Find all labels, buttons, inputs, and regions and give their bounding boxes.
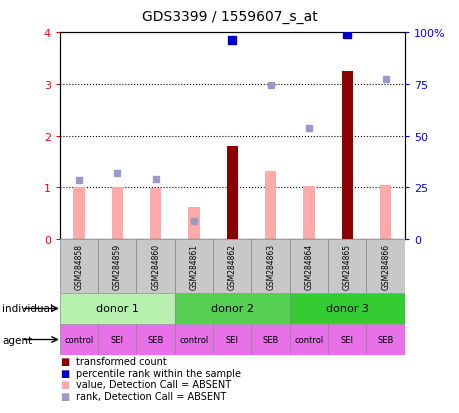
Bar [136,324,174,355]
Text: individual: individual [2,304,53,314]
Text: agent: agent [2,335,32,345]
Text: control: control [294,335,323,344]
Text: rank, Detection Call = ABSENT: rank, Detection Call = ABSENT [76,391,226,401]
Text: percentile rank within the sample: percentile rank within the sample [76,368,241,378]
Text: GSM284863: GSM284863 [266,243,274,290]
Text: donor 1: donor 1 [95,304,139,314]
Bar [213,240,251,293]
Bar [251,240,289,293]
Bar [136,240,174,293]
Bar [264,171,276,240]
Text: SEB: SEB [377,335,393,344]
Bar [98,240,136,293]
Bar [327,240,366,293]
Bar [174,240,213,293]
Text: ■: ■ [60,391,69,401]
Bar [251,324,289,355]
Text: control: control [179,335,208,344]
Bar [213,324,251,355]
Text: GSM284865: GSM284865 [342,243,351,290]
Bar [60,293,174,324]
Text: value, Detection Call = ABSENT: value, Detection Call = ABSENT [76,380,230,389]
Bar [60,240,98,293]
Text: ■: ■ [60,380,69,389]
Text: GSM284859: GSM284859 [112,243,122,290]
Bar [302,187,314,240]
Bar [174,293,289,324]
Text: GSM284860: GSM284860 [151,243,160,290]
Bar [327,324,366,355]
Text: GSM284861: GSM284861 [189,243,198,290]
Text: GSM284864: GSM284864 [304,243,313,290]
Bar [98,324,136,355]
Bar [341,72,353,240]
Bar [150,189,161,240]
Bar [366,240,404,293]
Text: ■: ■ [60,368,69,378]
Bar [289,293,404,324]
Bar [289,324,327,355]
Text: GSM284862: GSM284862 [227,243,236,290]
Bar [188,207,199,240]
Bar [112,188,123,240]
Text: SEB: SEB [147,335,163,344]
Bar [60,324,98,355]
Bar [289,240,327,293]
Text: donor 3: donor 3 [325,304,368,314]
Text: GSM284858: GSM284858 [74,243,83,290]
Text: GSM284866: GSM284866 [381,243,389,290]
Text: SEB: SEB [262,335,278,344]
Text: GDS3399 / 1559607_s_at: GDS3399 / 1559607_s_at [142,10,317,24]
Bar [73,188,84,240]
Text: SEI: SEI [225,335,238,344]
Text: SEI: SEI [340,335,353,344]
Bar [174,324,213,355]
Bar [366,324,404,355]
Text: transformed count: transformed count [76,356,166,366]
Text: ■: ■ [60,356,69,366]
Text: SEI: SEI [111,335,123,344]
Text: control: control [64,335,93,344]
Bar [226,147,238,240]
Text: donor 2: donor 2 [210,304,253,314]
Bar [379,185,391,240]
